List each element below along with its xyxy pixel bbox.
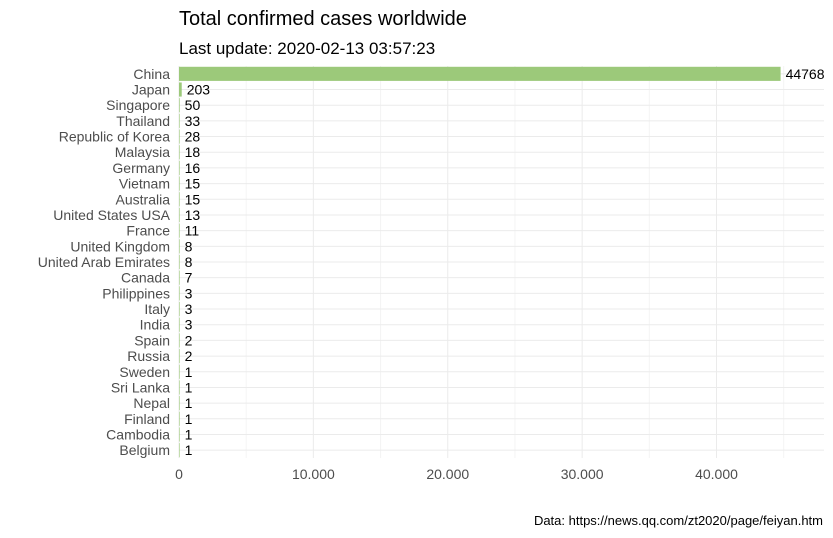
category-label: Germany [112, 160, 170, 176]
category-label: France [126, 223, 170, 239]
bar [179, 98, 180, 113]
category-label: Thailand [116, 113, 170, 129]
value-label: 1 [185, 364, 193, 380]
value-label: 11 [185, 223, 200, 239]
value-label: 28 [185, 129, 201, 145]
category-label: United States USA [53, 207, 170, 223]
bar [179, 254, 180, 270]
value-label: 3 [185, 317, 193, 333]
category-label: Cambodia [106, 426, 170, 442]
x-tick-label: 10.000 [292, 466, 335, 482]
grid-lines [178, 66, 824, 458]
value-label: 1 [185, 426, 193, 442]
bar [179, 380, 180, 395]
bar [179, 129, 180, 144]
category-label: India [140, 317, 171, 333]
bar [179, 223, 180, 238]
category-label: Sweden [119, 364, 170, 380]
bar [179, 176, 180, 191]
category-label: Japan [132, 82, 170, 98]
category-label: Finland [124, 411, 170, 427]
bar [179, 192, 180, 207]
category-label: Philippines [102, 285, 170, 301]
value-label: 203 [187, 82, 211, 98]
bar [179, 113, 180, 128]
value-label: 3 [185, 301, 193, 317]
value-label: 3 [185, 285, 193, 301]
chart-subtitle: Last update: 2020-02-13 03:57:23 [179, 39, 436, 58]
bar [179, 207, 180, 223]
bar [179, 145, 180, 160]
bar [179, 364, 180, 379]
value-label: 13 [185, 207, 201, 223]
x-tick-label: 40.000 [695, 466, 738, 482]
category-label: Nepal [133, 395, 170, 411]
value-label: 7 [185, 270, 193, 286]
bar [179, 239, 180, 254]
value-label: 1 [185, 379, 193, 395]
bar [179, 317, 180, 332]
value-label: 1 [185, 411, 193, 427]
value-label: 8 [185, 254, 193, 270]
value-label: 1 [185, 395, 193, 411]
category-label: Singapore [106, 97, 170, 113]
category-label: Belgium [119, 442, 170, 458]
value-label: 2 [185, 332, 193, 348]
value-label: 2 [185, 348, 193, 364]
value-label: 50 [185, 97, 201, 113]
category-label: United Arab Emirates [38, 254, 170, 270]
bar [179, 160, 180, 175]
bar [179, 301, 180, 317]
category-label: Sri Lanka [111, 379, 170, 395]
bar [179, 82, 182, 97]
bar [179, 396, 180, 411]
bars [179, 66, 781, 458]
value-label: 44768 [786, 66, 825, 82]
data-source-caption: Data: https://news.qq.com/zt2020/page/fe… [533, 513, 823, 528]
value-label: 8 [185, 238, 193, 254]
bar [179, 270, 180, 285]
bar [179, 411, 180, 426]
x-tick-label: 20.000 [426, 466, 469, 482]
bar [179, 443, 180, 458]
category-label: Malaysia [115, 144, 170, 160]
category-label: Canada [121, 270, 170, 286]
x-axis-tick-labels: 0 10.000 20.000 30.000 40.000 [175, 466, 738, 482]
chart-title: Total confirmed cases worldwide [179, 8, 467, 30]
category-label: Republic of Korea [59, 129, 171, 145]
category-label: Australia [116, 191, 171, 207]
bar [179, 349, 180, 364]
value-label: 1 [185, 442, 193, 458]
category-label: Vietnam [119, 176, 170, 192]
value-label: 33 [185, 113, 201, 129]
bar [179, 333, 180, 348]
category-label: China [133, 66, 170, 82]
category-label: United Kingdom [70, 238, 170, 254]
value-label: 15 [185, 191, 201, 207]
category-label: Spain [134, 332, 170, 348]
x-tick-label: 30.000 [561, 466, 604, 482]
bar [179, 427, 180, 442]
bar [179, 286, 180, 301]
value-label: 18 [185, 144, 201, 160]
value-label: 16 [185, 160, 201, 176]
value-label: 15 [185, 176, 201, 192]
category-label: Italy [144, 301, 170, 317]
bar [179, 66, 781, 81]
x-tick-label: 0 [175, 466, 183, 482]
category-label: Russia [127, 348, 170, 364]
